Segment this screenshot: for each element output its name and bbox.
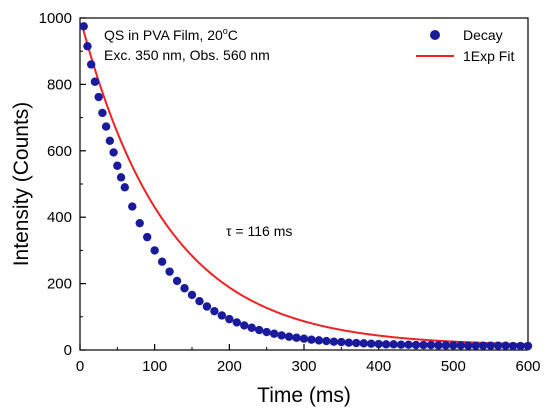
x-tick-label-500: 500 <box>441 358 466 375</box>
x-tick-label-0: 0 <box>76 358 84 375</box>
decay-point <box>307 335 316 344</box>
decay-point <box>87 60 96 69</box>
decay-point <box>441 341 451 350</box>
annotation-sample-main: QS in PVA Film, 20 <box>104 27 223 43</box>
x-tick-label-600: 600 <box>515 358 540 375</box>
y-tick-label-400: 400 <box>47 209 72 226</box>
decay-point <box>165 267 174 276</box>
decay-point <box>232 318 241 327</box>
decay-point <box>157 257 167 266</box>
decay-point <box>83 42 92 51</box>
decay-point <box>486 341 495 350</box>
x-tick-label-100: 100 <box>142 358 167 375</box>
decay-point <box>516 341 525 351</box>
decay-point <box>322 336 331 346</box>
decay-point <box>404 340 413 349</box>
decay-point <box>255 325 264 335</box>
decay-point <box>143 232 152 242</box>
y-axis-title: Intensity (Counts) <box>10 102 33 267</box>
decay-points-group <box>79 22 533 351</box>
plot-frame <box>79 17 529 351</box>
decay-point <box>128 202 137 211</box>
decay-point <box>120 183 129 192</box>
x-tick-label-200: 200 <box>217 358 242 375</box>
y-tick-label-200: 200 <box>47 276 72 293</box>
decay-point <box>180 284 189 293</box>
decay-point <box>352 338 361 348</box>
decay-point <box>501 341 510 350</box>
decay-point <box>98 108 107 118</box>
annotation-lifetime: τ = 116 ms <box>226 223 292 239</box>
decay-point <box>172 276 182 286</box>
decay-point <box>109 148 118 157</box>
decay-point <box>344 338 353 347</box>
annotation-sample-unit: C <box>228 27 238 43</box>
x-axis: 0 100 200 300 400 500 600 <box>76 344 541 375</box>
x-tick-label-400: 400 <box>366 358 391 375</box>
decay-point <box>523 341 533 351</box>
decay-point <box>337 337 346 347</box>
decay-point <box>396 340 406 349</box>
y-tick-label-0: 0 <box>64 342 72 359</box>
decay-point <box>195 297 204 306</box>
decay-point <box>359 339 368 348</box>
decay-point <box>292 333 301 342</box>
decay-point <box>240 321 249 330</box>
decay-point <box>314 336 324 345</box>
decay-point <box>299 334 309 343</box>
x-axis-title: Time (ms) <box>257 384 351 407</box>
decay-point <box>210 306 219 316</box>
decay-point <box>113 161 122 170</box>
x-tick-label-300: 300 <box>291 358 316 375</box>
decay-point <box>389 340 398 349</box>
legend-decay-label: Decay <box>463 27 503 43</box>
y-tick-label-1000: 1000 <box>39 10 72 27</box>
decay-point <box>493 341 503 350</box>
y-tick-label-600: 600 <box>47 143 72 160</box>
decay-point <box>202 302 212 311</box>
decay-point <box>187 290 197 300</box>
decay-point <box>94 92 103 102</box>
decay-point <box>381 340 391 349</box>
decay-point <box>411 340 421 350</box>
decay-point <box>116 173 126 182</box>
decay-point <box>479 341 488 350</box>
decay-point <box>269 329 279 338</box>
legend-decay-marker <box>430 30 440 40</box>
fit-curve-group <box>82 28 529 346</box>
decay-point <box>284 332 294 341</box>
y-tick-label-800: 800 <box>47 76 72 93</box>
decay-point <box>456 341 465 350</box>
decay-point <box>367 339 376 348</box>
decay-point <box>135 218 144 228</box>
decay-point <box>471 341 480 350</box>
decay-point <box>329 337 339 346</box>
decay-point <box>508 341 518 351</box>
decay-point <box>225 314 234 324</box>
decay-point <box>277 331 286 340</box>
decay-point <box>426 340 436 350</box>
decay-point <box>262 327 271 337</box>
legend-fit-label: 1Exp Fit <box>463 48 514 64</box>
decay-point <box>434 341 443 350</box>
annotation-sample: QS in PVA Film, 20oC <box>104 26 238 43</box>
fit-curve-line <box>82 28 529 346</box>
decay-point <box>419 340 428 350</box>
y-axis: 0 200 400 600 800 1000 <box>39 10 86 359</box>
decay-point <box>79 22 88 31</box>
decay-point <box>90 77 100 86</box>
decay-point <box>101 122 111 131</box>
annotation-excitation: Exc. 350 nm, Obs. 560 nm <box>104 47 270 63</box>
decay-point <box>247 323 256 332</box>
decay-point <box>150 246 159 255</box>
decay-point <box>217 311 227 320</box>
decay-point <box>374 339 383 349</box>
legend: Decay 1Exp Fit <box>416 27 514 64</box>
annotation-sample-superscript: o <box>223 26 228 36</box>
decay-point <box>105 136 115 146</box>
decay-point <box>449 341 458 350</box>
decay-point <box>464 341 473 350</box>
